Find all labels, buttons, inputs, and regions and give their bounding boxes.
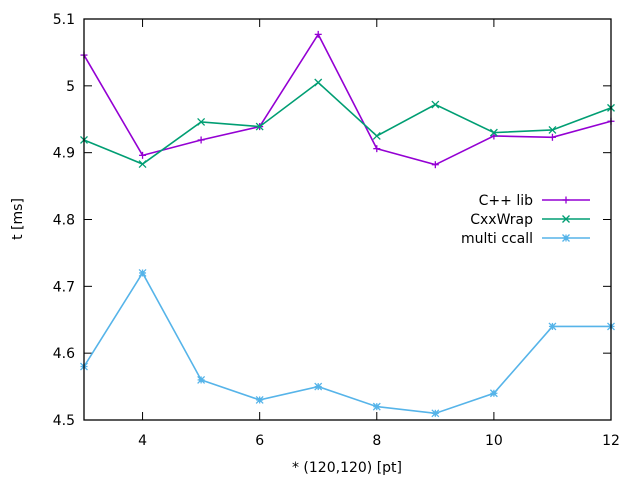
data-point <box>372 131 381 140</box>
data-point <box>431 409 440 418</box>
y-tick-label: 5.1 <box>53 12 75 28</box>
data-point <box>314 382 323 391</box>
data-point <box>138 269 147 277</box>
y-tick-label: 5 <box>66 79 75 95</box>
data-point <box>197 375 206 384</box>
legend-item: multi ccall <box>461 231 590 247</box>
data-point <box>431 161 439 169</box>
legend: C++ lib CxxWrap multi ccall <box>461 193 590 247</box>
plot-frame <box>83 18 612 421</box>
data-point <box>373 145 381 153</box>
y-tick-label: 4.5 <box>53 413 75 429</box>
series-line <box>83 32 612 166</box>
data-point <box>255 395 264 404</box>
data-point <box>548 133 556 141</box>
legend-label: C++ lib <box>479 193 533 209</box>
data-point <box>548 125 557 134</box>
y-tick-label: 4.9 <box>53 146 75 162</box>
legend-item: C++ lib <box>479 193 590 209</box>
y-tick-label: 4.7 <box>53 279 75 295</box>
legend-marker <box>562 215 570 223</box>
y-tick-label: 4.8 <box>53 213 75 229</box>
data-point <box>489 128 498 137</box>
data-point <box>255 122 264 131</box>
legend-marker <box>562 234 570 242</box>
legend-marker <box>562 196 570 204</box>
data-point <box>197 117 206 126</box>
legend-item: CxxWrap <box>470 212 590 228</box>
data-point <box>314 30 322 38</box>
data-point <box>431 100 440 109</box>
data-point <box>197 136 205 144</box>
series-line <box>83 81 612 165</box>
series-line <box>83 271 611 415</box>
y-axis-label: t [ms] <box>10 198 26 240</box>
x-tick-label: 8 <box>372 433 381 449</box>
data-point <box>314 78 323 87</box>
data-point <box>490 132 498 140</box>
y-tick-label: 4.6 <box>53 346 75 362</box>
data-point <box>139 151 147 159</box>
x-tick-label: 6 <box>255 433 264 449</box>
data-point <box>372 402 381 411</box>
legend-label: multi ccall <box>461 231 533 247</box>
x-axis-label: * (120,120) [pt] <box>292 460 402 476</box>
x-tick-label: 10 <box>485 433 503 449</box>
data-point <box>548 322 557 331</box>
x-tick-label: 12 <box>602 433 620 449</box>
legend-label: CxxWrap <box>470 212 533 228</box>
tick-labels: 4 6 8 10 12 4.5 4.6 4.7 4.8 4.9 5 5.1 <box>53 12 620 449</box>
x-tick-label: 4 <box>138 433 147 449</box>
data-point <box>489 389 498 398</box>
data-point <box>138 160 147 168</box>
